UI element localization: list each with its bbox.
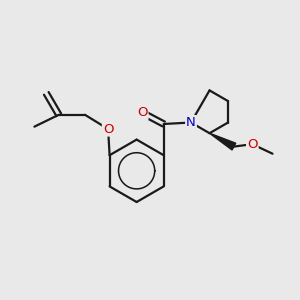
Text: O: O bbox=[137, 106, 148, 119]
Text: N: N bbox=[186, 116, 196, 129]
Text: O: O bbox=[103, 122, 113, 136]
Polygon shape bbox=[209, 133, 236, 150]
Text: O: O bbox=[247, 138, 258, 151]
